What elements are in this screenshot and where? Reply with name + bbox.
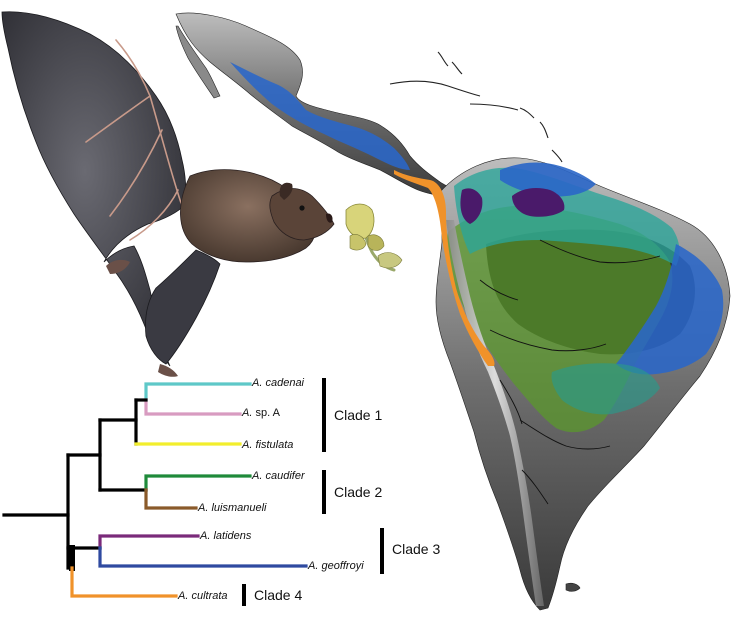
tip-label-geoffroyi: A. geoffroyi [307, 560, 364, 572]
tip-label-spA: A. sp. A [241, 407, 281, 419]
clade1-bar [322, 378, 326, 452]
range-geoffroyi-south [454, 167, 680, 266]
range-map [175, 12, 731, 611]
tip-label-fistulata: A. fistulata [241, 439, 293, 451]
clade-label-2: Clade 2 [334, 484, 382, 500]
clade-label-4: Clade 4 [254, 587, 302, 603]
bat-head [269, 188, 335, 241]
range-geoffroyi-north [230, 62, 410, 170]
clade-bars [242, 378, 384, 606]
flower-tube [345, 203, 375, 239]
branch-spA [144, 398, 242, 416]
map-baja-california [175, 25, 221, 99]
range-geoffroyi-lower [551, 363, 660, 415]
tip-label-cultrata: A. cultrata [177, 590, 228, 602]
bat-illustration [1, 11, 335, 377]
branch-geoffroyi [98, 546, 308, 568]
bat-thumb [106, 259, 130, 274]
branch-caudifer [144, 474, 252, 492]
flower-illustration [345, 203, 403, 272]
range-geoffroyi-caribbean [500, 162, 596, 197]
branch-luismanueli [144, 488, 198, 510]
branch-latidens [98, 534, 200, 550]
clade3-bar [380, 528, 384, 574]
bat-wing-lower [145, 249, 221, 365]
bat-ear [279, 182, 293, 200]
tip-label-latidens: A. latidens [199, 530, 252, 542]
clade-label-3: Clade 3 [392, 541, 440, 557]
map-caribbean-islands [389, 51, 563, 163]
map-andes [446, 220, 544, 606]
clade2-bar [322, 470, 326, 514]
bat-foot [158, 364, 178, 377]
clade-label-1: Clade 1 [334, 407, 382, 423]
tip-label-cadenai: A. cadenai [251, 377, 305, 389]
clade4-bar [242, 584, 246, 606]
range-latidens-venezuela [512, 188, 565, 217]
bat-eye [299, 205, 305, 211]
range-latidens-colombia [460, 188, 483, 224]
clade-labels: Clade 1 Clade 2 Clade 3 Clade 4 [254, 407, 440, 603]
branch-cultrata [70, 566, 178, 598]
flower-leaf [377, 252, 403, 269]
flower-petal-1 [349, 234, 367, 251]
range-geoffroyi-east [616, 244, 724, 375]
tip-label-caudifer: A. caudifer [251, 470, 306, 482]
map-falkland-islands [565, 582, 581, 592]
tip-labels: A. cadenai A. sp. A A. fistulata A. caud… [177, 377, 364, 602]
range-cultrata [394, 170, 495, 366]
bat-wing-bones [85, 39, 183, 241]
bat-nose [326, 213, 333, 223]
map-country-borders [479, 239, 661, 505]
branch-cadenai [144, 382, 252, 402]
flower-petal-2 [367, 234, 385, 251]
phylogenetic-tree [2, 382, 308, 598]
tip-label-luismanueli: A. luismanueli [197, 502, 267, 514]
bat-wing-left [1, 11, 187, 367]
